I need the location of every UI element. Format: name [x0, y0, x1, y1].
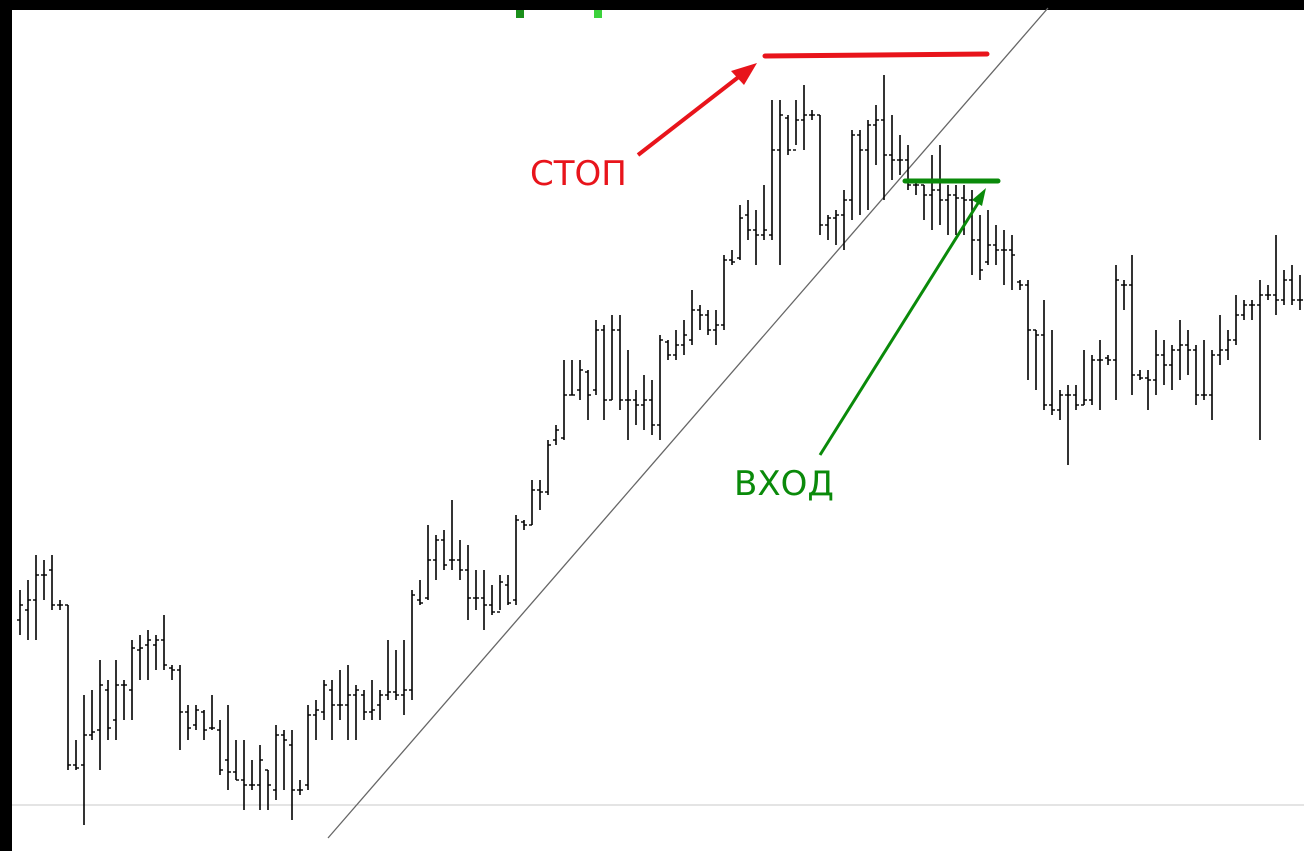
left-border: [0, 0, 12, 851]
entry-arrow: [818, 199, 982, 456]
stop-level: [762, 51, 990, 59]
trend-line: [327, 7, 1049, 839]
stop-arrow: [636, 70, 747, 157]
top-border: [0, 0, 1304, 10]
stop-label: СТОП: [530, 154, 627, 194]
marker: [594, 10, 602, 18]
marker: [516, 10, 524, 18]
entry-arrowhead: [972, 188, 986, 206]
entry-label: ВХОД: [734, 464, 834, 504]
bars: [17, 75, 1303, 825]
stop-arrowhead: [731, 63, 757, 85]
